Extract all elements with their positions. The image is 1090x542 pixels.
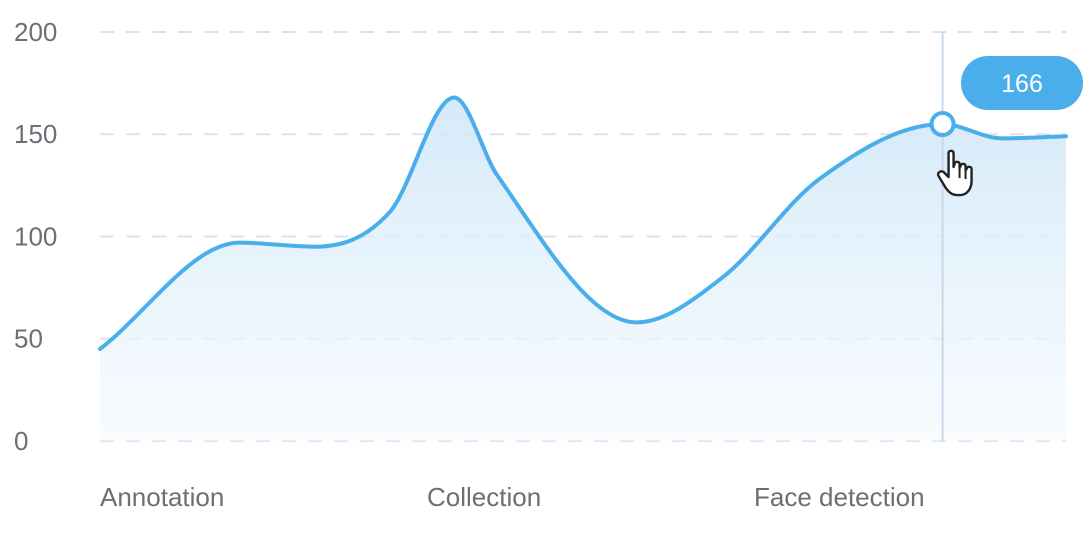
series-line — [98, 95, 1068, 351]
y-tick-label: 150 — [14, 119, 57, 149]
hover-point-marker[interactable] — [929, 111, 956, 138]
hand-pointer-icon — [936, 149, 973, 197]
x-axis-ticks: Annotation Collection Face detection — [100, 482, 925, 512]
x-tick-label: Collection — [427, 482, 541, 512]
y-tick-label: 200 — [14, 17, 57, 47]
y-tick-label: 50 — [14, 324, 43, 354]
tooltip-background — [961, 56, 1083, 110]
y-tick-label: 0 — [14, 426, 28, 456]
x-tick-label: Annotation — [100, 482, 224, 512]
y-axis-ticks: 0 50 100 150 200 — [14, 17, 57, 456]
value-tooltip: 166 — [961, 56, 1083, 110]
x-tick-label: Face detection — [754, 482, 925, 512]
series-area-fill — [100, 97, 1066, 441]
tooltip-value: 166 — [1001, 70, 1043, 98]
y-tick-label: 100 — [14, 221, 57, 251]
